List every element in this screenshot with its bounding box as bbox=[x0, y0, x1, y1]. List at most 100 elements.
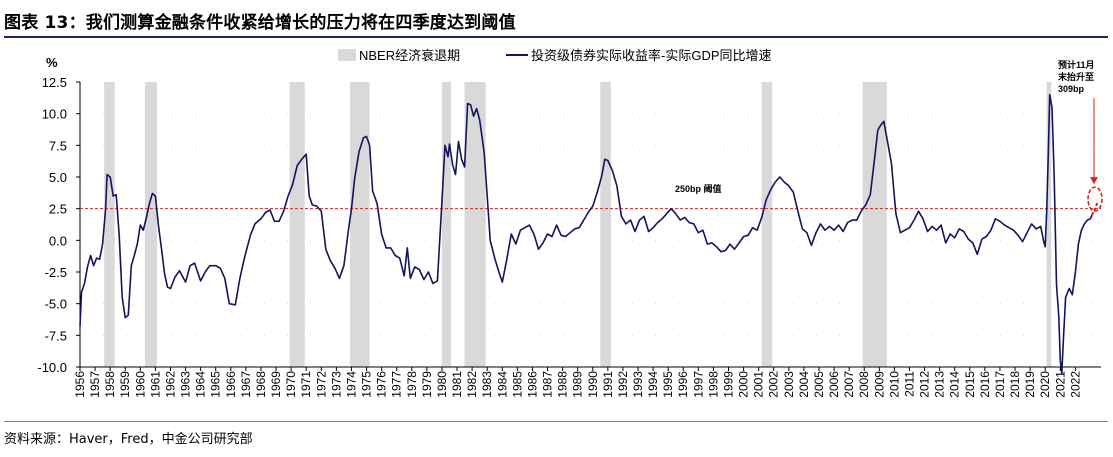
footer-rule bbox=[4, 421, 1108, 422]
y-tick-label-1: 10.0 bbox=[42, 107, 67, 122]
grid bbox=[80, 81, 1101, 368]
recession-bands bbox=[104, 82, 1052, 367]
x-tick-label-2005: 2005 bbox=[812, 371, 826, 398]
recession-band-1 bbox=[144, 82, 157, 367]
x-tick-label-1974: 1974 bbox=[344, 371, 358, 398]
x-tick-label-1991: 1991 bbox=[601, 371, 615, 398]
x-tick-label-2010: 2010 bbox=[887, 371, 901, 398]
page-title: 图表 13：我们测算金融条件收紧给增长的压力将在四季度达到阈值 bbox=[4, 13, 516, 33]
x-tick-label-1975: 1975 bbox=[360, 371, 374, 398]
x-tick-label-1960: 1960 bbox=[133, 371, 147, 398]
y-tick-label-5: 0.0 bbox=[49, 233, 67, 248]
x-tick-label-2022: 2022 bbox=[1068, 371, 1082, 398]
x-tick-label-1985: 1985 bbox=[510, 371, 524, 398]
x-tick-label-1986: 1986 bbox=[525, 371, 539, 398]
x-tick-label-1978: 1978 bbox=[405, 371, 419, 398]
annotation-line-1: 预计11月 bbox=[1058, 59, 1095, 70]
x-tick-label-2004: 2004 bbox=[797, 371, 811, 398]
x-tick-label-1957: 1957 bbox=[88, 371, 102, 398]
recession-band-0 bbox=[104, 82, 115, 367]
x-tick-label-2014: 2014 bbox=[948, 371, 962, 398]
series bbox=[79, 93, 1103, 375]
annotation-arrow-head bbox=[1090, 177, 1098, 185]
x-tick-label-2013: 2013 bbox=[933, 371, 947, 398]
y-tick-label-3: 5.0 bbox=[49, 170, 67, 185]
x-tick-label-1962: 1962 bbox=[163, 371, 177, 398]
x-tick-label-2017: 2017 bbox=[993, 371, 1007, 398]
x-tick-label-2020: 2020 bbox=[1038, 371, 1052, 398]
forecast-line bbox=[1091, 200, 1099, 216]
legend-recession-label: NBER经济衰退期 bbox=[359, 48, 460, 63]
title-rule bbox=[4, 36, 1108, 38]
x-tick-label-1996: 1996 bbox=[676, 371, 690, 398]
y-tick-label-7: -5.0 bbox=[45, 297, 67, 312]
x-tick-label-1956: 1956 bbox=[73, 371, 87, 398]
annotation-line-3: 309bp bbox=[1058, 84, 1085, 94]
x-tick-label-1988: 1988 bbox=[556, 371, 570, 398]
x-tick-label-1967: 1967 bbox=[239, 371, 253, 398]
x-tick-label-1964: 1964 bbox=[194, 371, 208, 398]
forecast-ring bbox=[1087, 186, 1103, 212]
x-tick-label-1998: 1998 bbox=[706, 371, 720, 398]
y-tick-label-0: 12.5 bbox=[42, 75, 67, 90]
x-tick-label-2009: 2009 bbox=[872, 371, 886, 398]
series-line bbox=[79, 93, 1093, 375]
x-tick-label-2018: 2018 bbox=[1008, 371, 1022, 398]
x-tick-label-2006: 2006 bbox=[827, 371, 841, 398]
y-axis: 12.5 10.0 7.5 5.0 2.5 0.0 -2.5 -5.0 -7.5 -10.0 bbox=[37, 75, 81, 375]
x-tick-label-2003: 2003 bbox=[782, 371, 796, 398]
x-tick-label-2021: 2021 bbox=[1053, 371, 1067, 398]
recession-band-4 bbox=[441, 82, 451, 367]
x-tick-label-1971: 1971 bbox=[299, 371, 313, 398]
legend-recession-swatch bbox=[338, 49, 356, 61]
x-axis: 1956 1957 1958 1959 1960 1961 1962 1963 1964 1965… bbox=[73, 366, 1101, 398]
recession-band-6 bbox=[600, 82, 611, 367]
x-tick-label-2007: 2007 bbox=[842, 371, 856, 398]
forecast-annotation: 预计11月 末抬升至 309bp bbox=[1057, 59, 1095, 94]
legend-series-label: 投资级债券实际收益率-实际GDP同比增速 bbox=[531, 48, 772, 63]
y-tick-label-9: -10.0 bbox=[37, 360, 67, 375]
x-tick-label-1963: 1963 bbox=[179, 371, 193, 398]
x-tick-label-1973: 1973 bbox=[329, 371, 343, 398]
x-tick-label-1979: 1979 bbox=[420, 371, 434, 398]
x-tick-label-2002: 2002 bbox=[767, 371, 781, 398]
x-tick-label-1958: 1958 bbox=[103, 371, 117, 398]
recession-band-9 bbox=[1046, 82, 1052, 367]
x-tick-label-1993: 1993 bbox=[631, 371, 645, 398]
x-tick-label-1984: 1984 bbox=[495, 371, 509, 398]
x-tick-label-1969: 1969 bbox=[269, 371, 283, 398]
recession-band-8 bbox=[862, 82, 887, 367]
x-tick-label-1959: 1959 bbox=[118, 371, 132, 398]
x-tick-label-1990: 1990 bbox=[586, 371, 600, 398]
x-tick-label-1999: 1999 bbox=[721, 371, 735, 398]
x-tick-label-1983: 1983 bbox=[480, 371, 494, 398]
y-axis-unit: % bbox=[46, 55, 58, 70]
x-tick-label-1976: 1976 bbox=[375, 371, 389, 398]
x-tick-label-1961: 1961 bbox=[148, 371, 162, 398]
x-tick-label-2012: 2012 bbox=[918, 371, 932, 398]
x-tick-label-1995: 1995 bbox=[661, 371, 675, 398]
y-tick-label-4: 2.5 bbox=[49, 202, 67, 217]
x-tick-label-1989: 1989 bbox=[571, 371, 585, 398]
x-tick-label-1982: 1982 bbox=[465, 371, 479, 398]
y-tick-label-2: 7.5 bbox=[49, 138, 67, 153]
recession-band-3 bbox=[349, 82, 370, 367]
x-tick-label-1987: 1987 bbox=[541, 371, 555, 398]
x-tick-label-2019: 2019 bbox=[1023, 371, 1037, 398]
recession-band-2 bbox=[289, 82, 305, 367]
x-tick-label-1994: 1994 bbox=[646, 371, 660, 398]
x-tick-label-2015: 2015 bbox=[963, 371, 977, 398]
y-tick-label-6: -2.5 bbox=[45, 265, 67, 280]
x-tick-label-1981: 1981 bbox=[450, 371, 464, 398]
x-tick-label-1966: 1966 bbox=[224, 371, 238, 398]
y-tick-label-8: -7.5 bbox=[45, 328, 67, 343]
annotation-line-2: 末抬升至 bbox=[1057, 71, 1094, 82]
x-tick-label-1968: 1968 bbox=[254, 371, 268, 398]
x-tick-label-1997: 1997 bbox=[691, 371, 705, 398]
threshold-label: 250bp 阈值 bbox=[675, 183, 722, 194]
x-tick-label-1970: 1970 bbox=[284, 371, 298, 398]
x-tick-label-1972: 1972 bbox=[314, 371, 328, 398]
x-tick-label-2000: 2000 bbox=[737, 371, 751, 398]
x-tick-label-1980: 1980 bbox=[435, 371, 449, 398]
x-tick-label-1965: 1965 bbox=[209, 371, 223, 398]
